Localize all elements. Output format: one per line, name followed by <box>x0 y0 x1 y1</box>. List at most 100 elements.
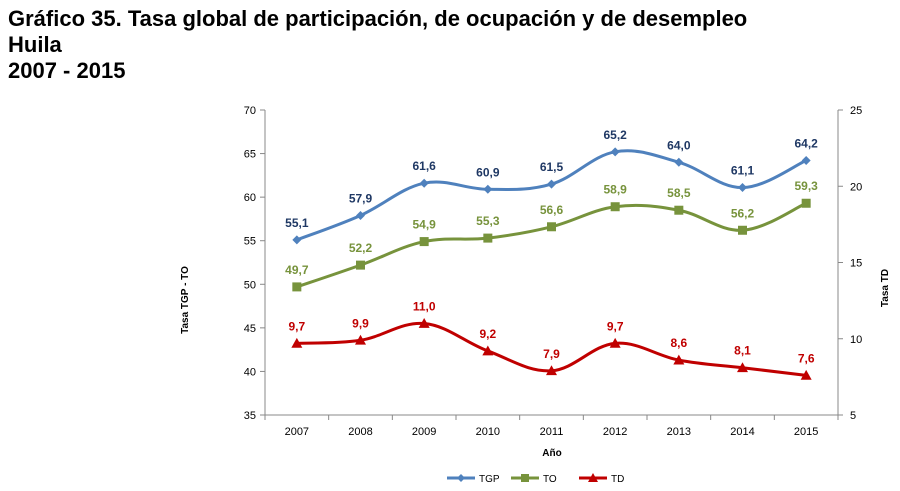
left-tick-label: 45 <box>244 323 256 335</box>
data-label-to: 56,2 <box>731 206 755 220</box>
data-label-td: 7,9 <box>543 347 560 361</box>
data-point-tgp <box>801 156 811 166</box>
x-tick-label: 2009 <box>412 426 436 438</box>
legend-label: TO <box>543 474 557 485</box>
data-label-to: 59,3 <box>794 179 818 193</box>
data-label-to: 58,9 <box>603 183 627 197</box>
legend-marker <box>521 474 529 482</box>
data-label-td: 9,9 <box>352 316 369 330</box>
data-label-tgp: 60,9 <box>476 165 500 179</box>
data-point-td <box>800 369 812 380</box>
x-tick-label: 2012 <box>603 426 627 438</box>
left-tick-label: 40 <box>244 366 256 378</box>
data-label-tgp: 65,2 <box>603 128 627 142</box>
series-to: 49,7 52,2 54,9 55,3 56,6 58,9 58,5 56,2 59,3 <box>285 179 818 292</box>
left-tick-label: 60 <box>244 192 256 204</box>
data-point-tgp <box>738 183 747 193</box>
right-tick-label: 5 <box>850 410 856 422</box>
data-label-td: 8,1 <box>734 344 751 358</box>
legend-marker <box>457 474 465 482</box>
data-point-to <box>483 233 493 243</box>
left-tick-label: 70 <box>244 105 256 117</box>
data-point-td <box>609 337 621 348</box>
series-layer: 55,1 57,9 61,6 60,9 61,5 65,2 64,0 61,1 64,2 49,7… <box>285 128 818 380</box>
data-label-to: 54,9 <box>412 218 436 232</box>
x-tick-label: 2007 <box>285 426 309 438</box>
chart-title: Gráfico 35. Tasa global de participación… <box>8 6 747 84</box>
left-tick-label: 50 <box>244 279 256 291</box>
legend-item-tgp: TGP <box>447 474 500 485</box>
data-point-td <box>291 337 303 348</box>
x-tick-label: 2010 <box>476 426 500 438</box>
left-tick-label: 35 <box>244 410 256 422</box>
data-point-tgp <box>292 235 302 245</box>
data-label-td: 8,6 <box>670 336 687 350</box>
x-axis-label: Año <box>542 448 561 459</box>
data-point-tgp <box>419 178 429 188</box>
legend-item-to: TO <box>511 474 557 485</box>
right-tick-label: 20 <box>850 181 862 193</box>
data-label-tgp: 61,5 <box>540 160 564 174</box>
x-tick-label: 2008 <box>348 426 372 438</box>
data-label-td: 11,0 <box>413 300 436 314</box>
data-label-to: 56,6 <box>540 203 564 217</box>
data-point-to <box>674 205 684 215</box>
data-point-tgp <box>356 210 365 220</box>
title-line-2: Huila <box>8 32 62 57</box>
title-line-3: 2007 - 2015 <box>8 58 126 83</box>
x-tick-label: 2013 <box>667 426 691 438</box>
legend-marker <box>588 473 598 482</box>
data-label-tgp: 55,1 <box>285 216 309 230</box>
data-point-to <box>738 225 747 235</box>
series-td: 9,7 9,9 11,0 9,2 7,9 9,7 8,6 8,1 7,6 <box>288 300 815 380</box>
data-point-td <box>482 345 494 356</box>
x-axis: 2007 2008 2009 2010 2011 2012 2013 2014 2015 <box>264 414 839 438</box>
data-point-tgp <box>547 179 556 189</box>
data-label-tgp: 57,9 <box>349 191 373 205</box>
data-label-to: 52,2 <box>349 241 373 255</box>
data-point-td <box>418 318 430 328</box>
data-label-to: 55,3 <box>476 214 500 228</box>
legend-label: TGP <box>479 474 500 485</box>
legend-label: TD <box>611 474 624 485</box>
series-tgp: 55,1 57,9 61,6 60,9 61,5 65,2 64,0 61,1 64,2 <box>285 128 818 245</box>
data-point-td <box>673 354 685 365</box>
data-point-to <box>610 202 620 212</box>
data-point-td <box>737 362 748 373</box>
data-point-tgp <box>674 157 684 167</box>
legend: TGP TO TD <box>447 473 624 485</box>
data-point-to <box>292 282 302 292</box>
title-line-1: Gráfico 35. Tasa global de participación… <box>8 6 748 31</box>
data-point-tgp <box>483 184 493 194</box>
left-tick-label: 55 <box>244 236 256 248</box>
data-point-to <box>801 198 811 208</box>
right-tick-label: 25 <box>850 105 862 117</box>
data-label-to: 58,5 <box>667 186 691 200</box>
data-label-to: 49,7 <box>285 263 309 277</box>
data-point-to <box>547 222 556 232</box>
data-label-td: 9,2 <box>479 327 496 341</box>
legend-item-td: TD <box>579 473 624 485</box>
left-axis: 35 40 45 50 55 60 65 70 <box>244 105 266 422</box>
data-point-td <box>355 334 366 345</box>
y-axis-label: Tasa TGP - TO <box>180 266 191 334</box>
right-tick-label: 15 <box>850 258 862 270</box>
data-label-tgp: 64,0 <box>667 138 691 152</box>
right-tick-label: 10 <box>850 334 862 346</box>
x-tick-label: 2011 <box>540 426 564 438</box>
data-label-tgp: 61,1 <box>731 164 755 178</box>
x-tick-label: 2015 <box>794 426 818 438</box>
data-point-to <box>356 260 365 270</box>
data-point-td <box>546 365 557 376</box>
data-label-tgp: 61,6 <box>412 159 436 173</box>
data-label-td: 7,6 <box>798 351 815 365</box>
data-label-td: 9,7 <box>607 319 624 333</box>
data-label-td: 9,7 <box>288 319 305 333</box>
left-tick-label: 65 <box>244 149 256 161</box>
right-axis: 5 10 15 20 25 <box>837 105 862 422</box>
data-point-tgp <box>610 147 620 157</box>
data-point-to <box>419 237 429 247</box>
data-label-tgp: 64,2 <box>794 137 818 151</box>
y2-axis-label: Tasa TD <box>880 269 891 307</box>
